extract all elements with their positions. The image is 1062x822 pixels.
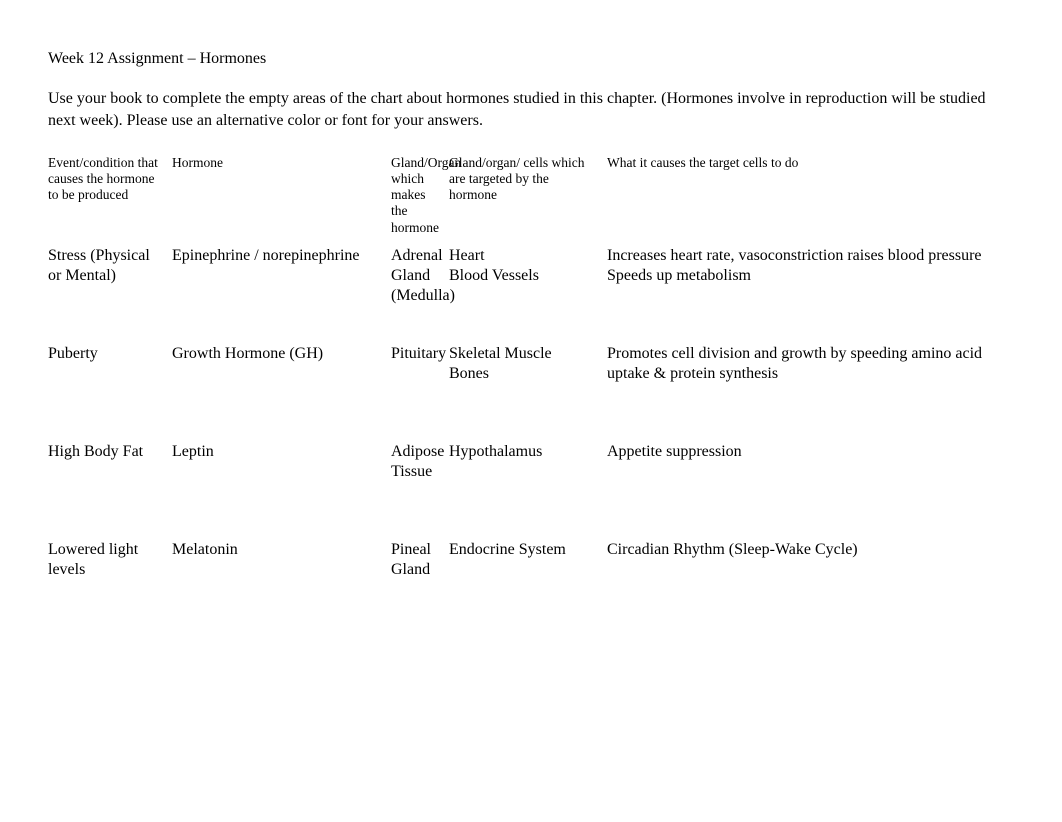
col-header-event: Event/condition that causes the hormone …: [48, 155, 172, 244]
cell-target-line1: Hypothalamus: [449, 442, 599, 462]
cell-target-line1: Endocrine System: [449, 540, 599, 560]
cell-hormone: Growth Hormone (GH): [172, 342, 391, 392]
cell-event: High Body Fat: [48, 440, 172, 490]
cell-target-line1: Skeletal Muscle: [449, 344, 599, 364]
hormones-table: Event/condition that causes the hormone …: [48, 155, 1014, 588]
table-row: High Body Fat Leptin Adipose Tissue Hypo…: [48, 440, 1014, 490]
cell-target-line2: Blood Vessels: [449, 266, 599, 286]
cell-event: Stress (Physical or Mental): [48, 244, 172, 314]
page-title: Week 12 Assignment – Hormones: [48, 50, 1014, 68]
cell-target: Heart Blood Vessels: [449, 244, 607, 314]
row-spacer: [48, 314, 1014, 342]
table-row: Lowered light levels Melatonin Pineal Gl…: [48, 538, 1014, 588]
cell-gland: Pituitary: [391, 342, 449, 392]
col-header-effect: What it causes the target cells to do: [607, 155, 1014, 244]
cell-event: Puberty: [48, 342, 172, 392]
cell-effect: Circadian Rhythm (Sleep-Wake Cycle): [607, 538, 1014, 588]
cell-event: Lowered light levels: [48, 538, 172, 588]
cell-effect-line2: Speeds up metabolism: [607, 266, 1006, 286]
cell-target: Endocrine System: [449, 538, 607, 588]
cell-gland: Adrenal Gland (Medulla): [391, 244, 449, 314]
col-header-gland: Gland/Organ which makes the hormone: [391, 155, 449, 244]
cell-gland: Pineal Gland: [391, 538, 449, 588]
cell-target-line1: Heart: [449, 246, 599, 266]
row-spacer: [48, 392, 1014, 440]
cell-effect: Promotes cell division and growth by spe…: [607, 342, 1014, 392]
cell-effect-line1: Appetite suppression: [607, 442, 1006, 462]
table-header-row: Event/condition that causes the hormone …: [48, 155, 1014, 244]
table-row: Puberty Growth Hormone (GH) Pituitary Sk…: [48, 342, 1014, 392]
cell-hormone: Epinephrine / norepinephrine: [172, 244, 391, 314]
cell-effect-line1: Increases heart rate, vasoconstriction r…: [607, 246, 1006, 266]
cell-effect-line1: Circadian Rhythm (Sleep-Wake Cycle): [607, 540, 1006, 560]
instructions-text: Use your book to complete the empty area…: [48, 88, 1014, 133]
cell-target-line2: Bones: [449, 364, 599, 384]
row-spacer: [48, 490, 1014, 538]
cell-gland: Adipose Tissue: [391, 440, 449, 490]
cell-effect: Increases heart rate, vasoconstriction r…: [607, 244, 1014, 314]
cell-hormone: Leptin: [172, 440, 391, 490]
cell-target: Hypothalamus: [449, 440, 607, 490]
col-header-target: Gland/organ/ cells which are targeted by…: [449, 155, 607, 244]
cell-target: Skeletal Muscle Bones: [449, 342, 607, 392]
table-row: Stress (Physical or Mental) Epinephrine …: [48, 244, 1014, 314]
cell-effect-line1: Promotes cell division and growth by spe…: [607, 344, 1006, 384]
col-header-hormone: Hormone: [172, 155, 391, 244]
cell-hormone: Melatonin: [172, 538, 391, 588]
cell-effect: Appetite suppression: [607, 440, 1014, 490]
